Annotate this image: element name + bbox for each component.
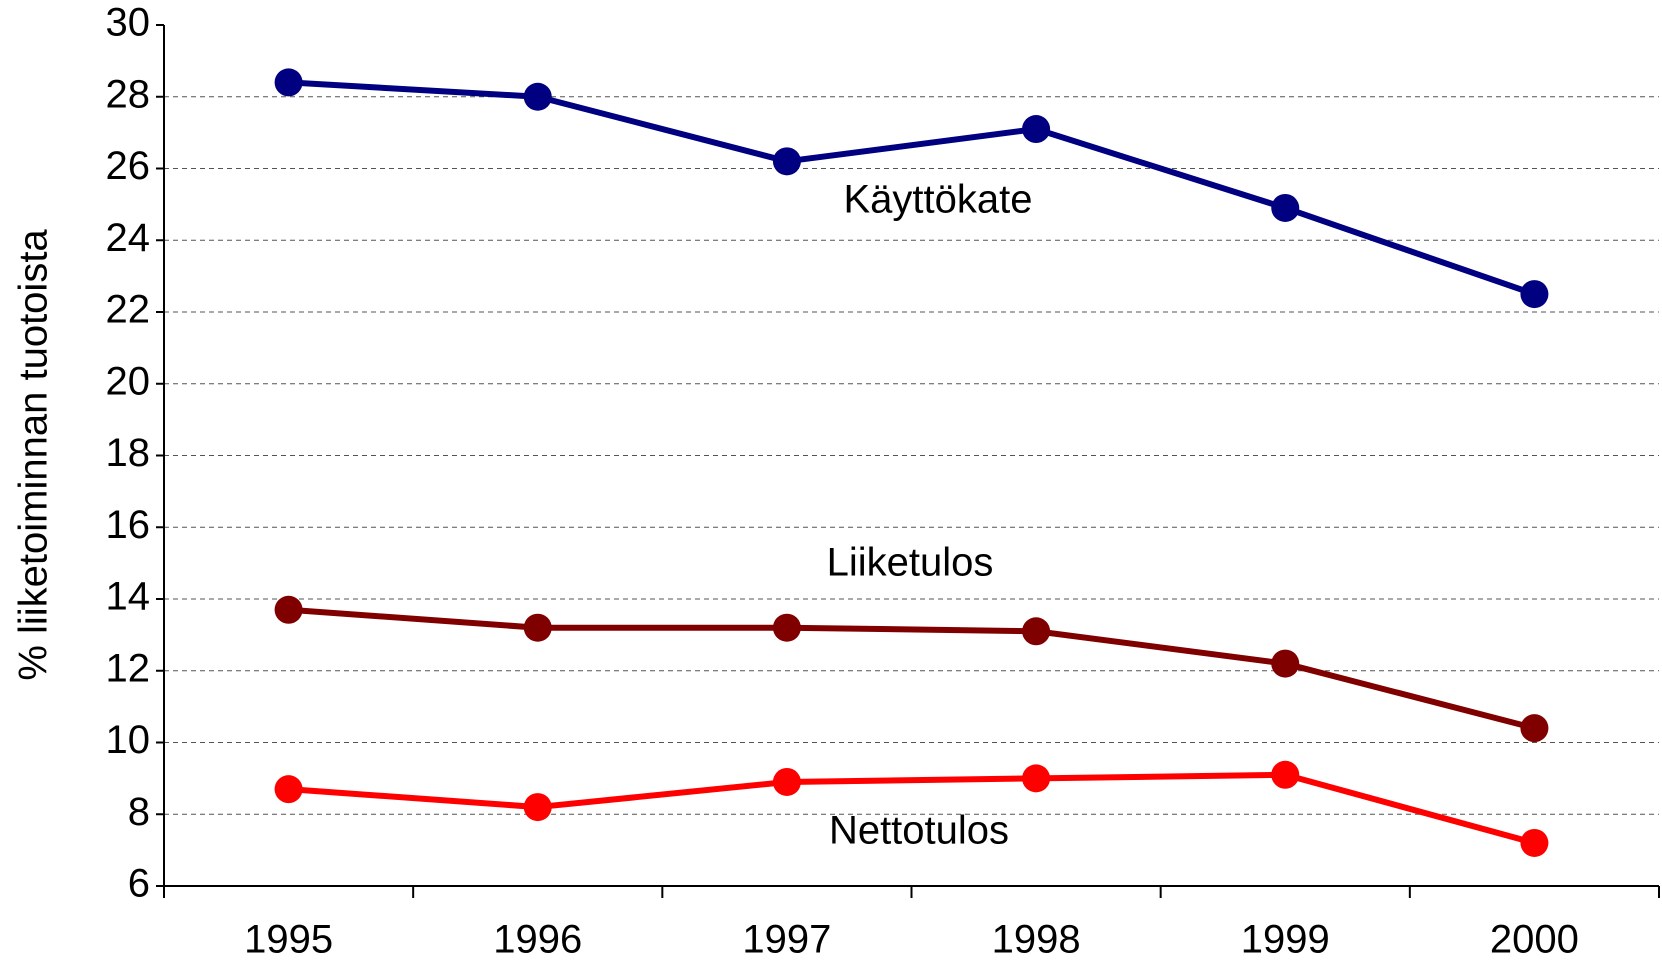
x-tick-label: 1998 <box>992 918 1081 962</box>
x-tick-label: 2000 <box>1490 918 1579 962</box>
y-tick-label: 10 <box>106 718 151 762</box>
y-tick-label: 28 <box>106 72 151 116</box>
point <box>1271 193 1300 222</box>
x-tick-label: 1997 <box>742 918 831 962</box>
point <box>1022 764 1051 793</box>
y-tick-label: 30 <box>106 1 151 45</box>
y-tick-label: 12 <box>106 646 151 690</box>
series-line <box>288 606 1536 732</box>
y-tick-label: 8 <box>128 790 150 834</box>
point <box>772 613 801 642</box>
point <box>523 613 552 642</box>
point <box>1271 760 1300 789</box>
x-tick-label: 1999 <box>1241 918 1330 962</box>
y-tick-label: 6 <box>128 862 150 906</box>
point <box>1271 649 1300 678</box>
point <box>772 767 801 796</box>
y-tick-label: 26 <box>106 144 151 188</box>
y-tick-label: 22 <box>106 288 151 332</box>
series-label: Nettotulos <box>829 809 1009 853</box>
y-tick-label: 18 <box>106 431 151 475</box>
x-tick-label: 1995 <box>244 918 333 962</box>
point <box>523 82 552 111</box>
y-tick-label: 16 <box>106 503 151 547</box>
point <box>1520 828 1549 857</box>
point <box>274 775 303 804</box>
x-tick-label: 1996 <box>493 918 582 962</box>
point <box>274 68 303 97</box>
series-line <box>288 771 1536 846</box>
y-tick-label: 20 <box>106 359 151 403</box>
point <box>523 793 552 822</box>
y-axis-title: % liiketoiminnan tuotoista <box>12 229 56 681</box>
point <box>1520 714 1549 743</box>
point <box>772 147 801 176</box>
y-tick-label: 14 <box>106 575 151 619</box>
series-label: Liiketulos <box>827 541 994 585</box>
point <box>1022 617 1051 646</box>
series-line <box>288 79 1536 297</box>
series-label: Käyttökate <box>843 178 1032 222</box>
point <box>1520 280 1549 309</box>
point <box>1022 115 1051 144</box>
point <box>274 595 303 624</box>
y-tick-label: 24 <box>106 216 151 260</box>
